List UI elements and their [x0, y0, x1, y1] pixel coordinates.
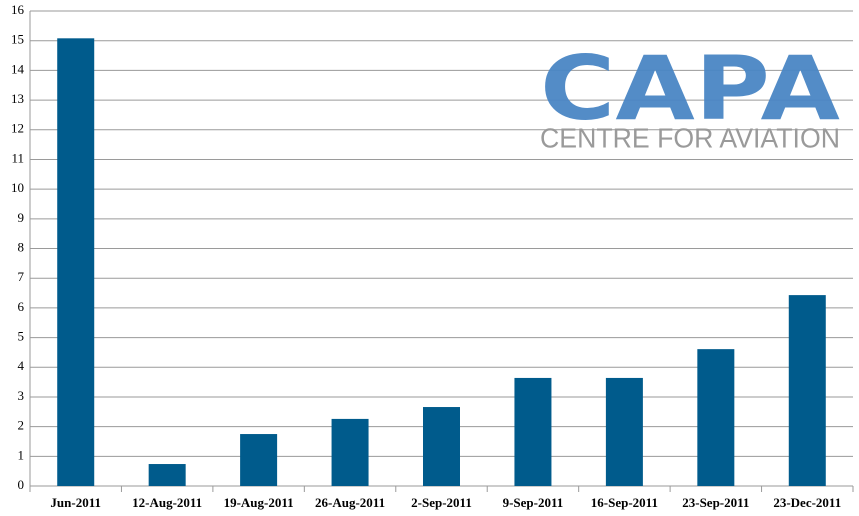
bar: [57, 38, 95, 486]
y-tick-label: 5: [18, 329, 25, 344]
y-tick-label: 1: [18, 447, 25, 462]
y-tick-label: 7: [18, 269, 25, 284]
bar: [788, 295, 826, 486]
bar: [240, 434, 278, 486]
bar: [697, 349, 735, 486]
x-tick-label: 9-Sep-2011: [503, 495, 564, 510]
y-tick-label: 15: [11, 32, 24, 47]
y-tick-label: 8: [18, 239, 25, 254]
y-tick-label: 4: [18, 358, 25, 373]
x-tick-label: 23-Dec-2011: [773, 495, 841, 510]
x-tick-label: Jun-2011: [50, 495, 101, 510]
x-tick-label: 16-Sep-2011: [591, 495, 658, 510]
x-tick-label: 12-Aug-2011: [132, 495, 202, 510]
bar: [605, 377, 643, 486]
y-tick-label: 10: [11, 180, 24, 195]
bar: [514, 377, 552, 486]
x-tick-label: 2-Sep-2011: [411, 495, 472, 510]
y-tick-label: 6: [18, 299, 25, 314]
y-tick-label: 0: [18, 477, 25, 492]
logo-title: CAPA: [540, 37, 840, 140]
y-tick-label: 2: [18, 418, 25, 433]
x-tick-label: 23-Sep-2011: [682, 495, 749, 510]
bar: [148, 464, 186, 486]
x-tick-label: 26-Aug-2011: [315, 495, 385, 510]
y-tick-label: 12: [11, 121, 24, 136]
y-tick-label: 16: [11, 2, 25, 17]
y-tick-label: 11: [11, 150, 24, 165]
bar: [423, 407, 460, 486]
y-tick-label: 14: [11, 61, 25, 76]
y-tick-label: 3: [18, 388, 25, 403]
y-tick-label: 9: [18, 210, 25, 225]
logo-subtitle: CENTRE FOR AVIATION: [540, 122, 840, 153]
x-tick-label: 19-Aug-2011: [224, 495, 294, 510]
y-tick-label: 13: [11, 91, 24, 106]
bar: [331, 418, 369, 486]
